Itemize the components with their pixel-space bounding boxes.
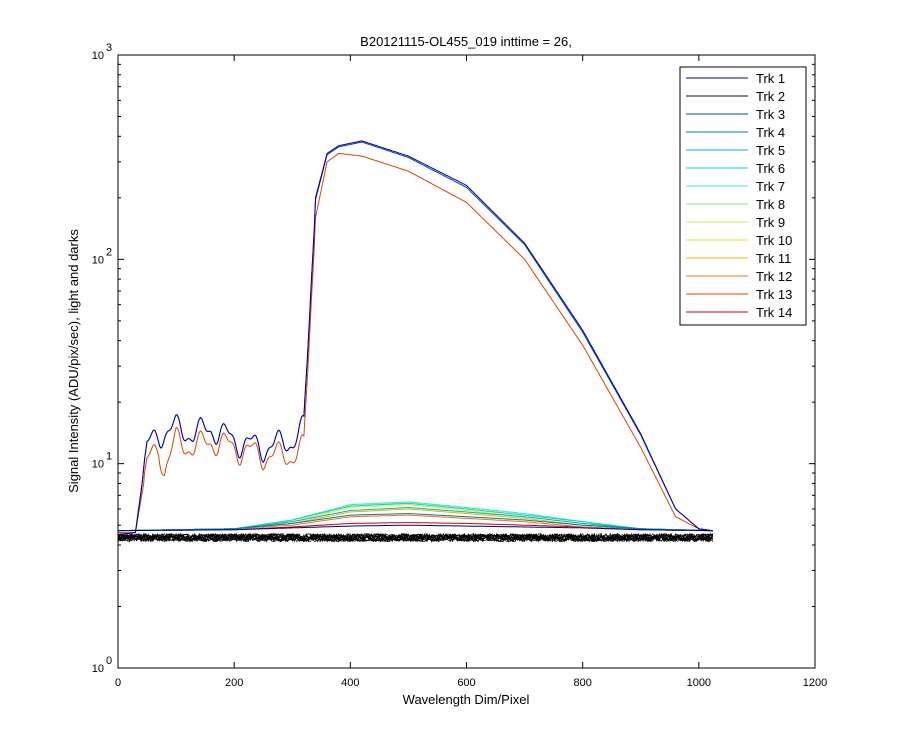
series-lines <box>117 140 713 535</box>
chart-title: B20121115-OL455_019 inttime = 26, <box>360 34 572 49</box>
x-tick-label: 800 <box>573 677 591 689</box>
legend-label: Trk 7 <box>756 179 785 194</box>
dark-traces <box>117 532 714 543</box>
y-tick-exponent: 0 <box>106 655 112 667</box>
y-tick-label: 10 <box>92 254 104 266</box>
x-tick-label: 1000 <box>687 677 711 689</box>
y-axis-label: Signal Intensity (ADU/pix/sec), light an… <box>66 229 81 493</box>
x-tick-label: 400 <box>341 677 359 689</box>
y-tick-label: 10 <box>92 663 104 675</box>
legend-label: Trk 8 <box>756 197 785 212</box>
dark-trace <box>117 532 714 543</box>
series-line <box>118 524 713 532</box>
legend-label: Trk 3 <box>756 107 785 122</box>
legend: Trk 1 Trk 2 Trk 3 Trk 4 Trk 5 Trk 6 Trk 7 Trk 8… <box>679 66 807 326</box>
y-tick-exponent: 1 <box>106 451 112 463</box>
legend-label: Trk 14 <box>756 305 792 320</box>
dark-trace <box>117 532 714 543</box>
series-line <box>117 512 713 532</box>
x-tick-label: 200 <box>225 677 243 689</box>
x-tick-label: 1200 <box>803 677 827 689</box>
series-line <box>117 140 713 535</box>
legend-label: Trk 2 <box>756 89 785 104</box>
legend-label: Trk 6 <box>756 161 785 176</box>
dark-trace <box>117 532 714 543</box>
legend-label: Trk 12 <box>756 269 792 284</box>
y-tick-label: 10 <box>92 459 104 471</box>
legend-label: Trk 1 <box>756 71 785 86</box>
legend-label: Trk 5 <box>756 143 785 158</box>
legend-box <box>679 66 807 326</box>
legend-label: Trk 9 <box>756 215 785 230</box>
y-tick-exponent: 3 <box>106 42 112 54</box>
y-tick-exponent: 2 <box>106 246 112 258</box>
legend-items: Trk 1 Trk 2 Trk 3 Trk 4 Trk 5 Trk 6 Trk 7 Trk 8… <box>686 71 792 320</box>
legend-label: Trk 13 <box>756 287 792 302</box>
legend-label: Trk 10 <box>756 233 792 248</box>
series-line <box>118 152 713 534</box>
legend-label: Trk 4 <box>756 125 785 140</box>
legend-label: Trk 11 <box>756 251 791 266</box>
x-tick-label: 0 <box>115 677 121 689</box>
y-tick-label: 10 <box>92 50 104 62</box>
x-tick-label: 600 <box>457 677 475 689</box>
x-axis-label: Wavelength Dim/Pixel <box>403 692 530 707</box>
